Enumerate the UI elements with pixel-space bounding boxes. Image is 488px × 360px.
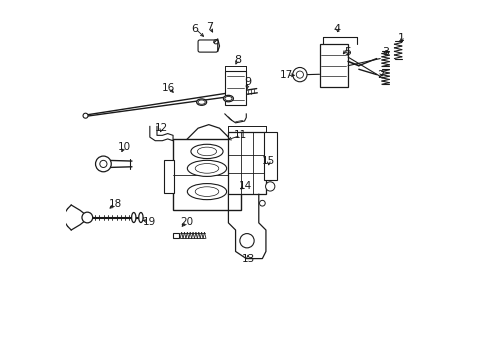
Circle shape [259,201,264,206]
Bar [241,160,249,193]
Text: 17: 17 [280,70,293,80]
Circle shape [95,156,111,172]
Ellipse shape [195,187,218,197]
Circle shape [82,212,93,223]
Ellipse shape [196,99,206,105]
Ellipse shape [195,163,218,173]
Ellipse shape [223,95,233,102]
Text: 7: 7 [206,22,213,32]
Text: 12: 12 [155,123,168,133]
Ellipse shape [187,184,226,200]
Text: 8: 8 [233,55,241,65]
Text: 10: 10 [117,142,130,152]
Text: 20: 20 [180,217,193,227]
Text: 3: 3 [381,47,388,57]
Bar [264,132,276,180]
Circle shape [213,40,218,44]
Text: 2: 2 [376,70,383,80]
Ellipse shape [198,100,205,104]
Ellipse shape [224,96,231,101]
Ellipse shape [187,160,226,176]
Text: 18: 18 [108,199,122,209]
Text: 16: 16 [162,83,175,93]
Circle shape [265,182,274,191]
Text: 14: 14 [238,181,251,191]
Bar [228,132,265,194]
Text: 11: 11 [234,130,247,140]
Bar [173,233,179,238]
Ellipse shape [190,144,223,158]
Text: 15: 15 [262,156,275,166]
Ellipse shape [131,212,136,222]
Bar [224,71,246,105]
Circle shape [296,71,303,78]
Circle shape [100,160,107,167]
Text: 6: 6 [191,23,198,33]
Text: 13: 13 [241,254,254,264]
Text: 19: 19 [142,217,156,227]
FancyBboxPatch shape [198,40,217,52]
Circle shape [292,67,306,82]
Bar [319,44,347,87]
Text: 1: 1 [397,33,405,43]
Ellipse shape [197,147,216,156]
Circle shape [83,113,88,118]
Bar [164,160,174,193]
Text: 9: 9 [244,77,251,87]
Text: 4: 4 [333,23,340,33]
Circle shape [240,234,254,248]
Ellipse shape [139,212,143,222]
Bar [173,139,241,210]
Text: 5: 5 [344,47,351,57]
